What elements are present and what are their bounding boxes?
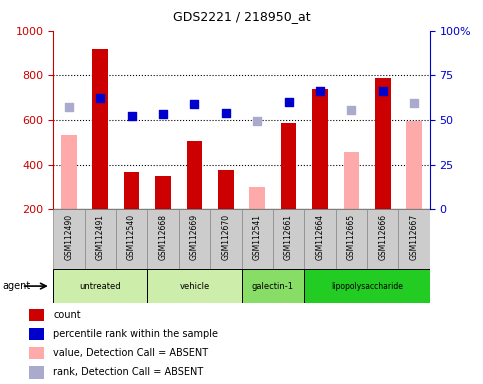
Bar (92, 49, 108, 209)
Bar (312, 89, 328, 209)
Bar (28, 347, 44, 359)
Text: GDS2221 / 218950_at: GDS2221 / 218950_at (173, 10, 310, 23)
Point (128, 113, 135, 119)
Bar (61, 134, 77, 209)
Text: rank, Detection Call = ABSENT: rank, Detection Call = ABSENT (53, 367, 203, 377)
Text: GSM112490: GSM112490 (64, 214, 73, 260)
Bar (218, 170, 234, 209)
Text: GSM112540: GSM112540 (127, 214, 136, 260)
Point (222, 110, 230, 116)
Bar (406, 121, 422, 209)
Point (65, 104, 73, 110)
Bar (281, 123, 297, 209)
Text: GSM112491: GSM112491 (96, 214, 105, 260)
Bar (398, 209, 430, 269)
Bar (186, 141, 202, 209)
Text: GSM112665: GSM112665 (347, 214, 356, 260)
Bar (28, 309, 44, 321)
Bar (124, 172, 140, 209)
Text: count: count (53, 310, 81, 320)
Point (411, 99, 418, 106)
Text: percentile rank within the sample: percentile rank within the sample (53, 329, 218, 339)
Bar (147, 269, 242, 303)
Point (316, 88, 324, 94)
Bar (28, 366, 44, 379)
Text: GSM112664: GSM112664 (315, 214, 325, 260)
Point (285, 99, 293, 105)
Bar (53, 269, 147, 303)
Text: untreated: untreated (79, 281, 121, 291)
Text: GSM112661: GSM112661 (284, 214, 293, 260)
Text: GSM112667: GSM112667 (410, 214, 419, 260)
Bar (375, 78, 391, 209)
Point (379, 88, 387, 94)
Point (348, 107, 355, 113)
Bar (85, 209, 116, 269)
Bar (179, 209, 210, 269)
Bar (336, 209, 367, 269)
Text: GSM112668: GSM112668 (158, 214, 168, 260)
Point (159, 111, 167, 117)
Bar (28, 328, 44, 340)
Text: value, Detection Call = ABSENT: value, Detection Call = ABSENT (53, 348, 208, 358)
Point (191, 101, 199, 107)
Text: galectin-1: galectin-1 (252, 281, 294, 291)
Text: GSM112669: GSM112669 (190, 214, 199, 260)
Bar (242, 209, 273, 269)
Bar (147, 209, 179, 269)
Bar (242, 269, 304, 303)
Bar (53, 209, 85, 269)
Text: lipopolysaccharide: lipopolysaccharide (331, 281, 403, 291)
Text: vehicle: vehicle (179, 281, 210, 291)
Bar (116, 209, 147, 269)
Text: GSM112541: GSM112541 (253, 214, 262, 260)
Bar (273, 209, 304, 269)
Bar (343, 152, 359, 209)
Text: GSM112670: GSM112670 (221, 214, 230, 260)
Bar (304, 269, 430, 303)
Bar (249, 187, 265, 209)
Text: agent: agent (2, 281, 30, 291)
Bar (155, 177, 171, 209)
Point (253, 118, 261, 124)
Bar (304, 209, 336, 269)
Point (97, 94, 104, 101)
Text: GSM112666: GSM112666 (378, 214, 387, 260)
Bar (210, 209, 242, 269)
Bar (367, 209, 398, 269)
